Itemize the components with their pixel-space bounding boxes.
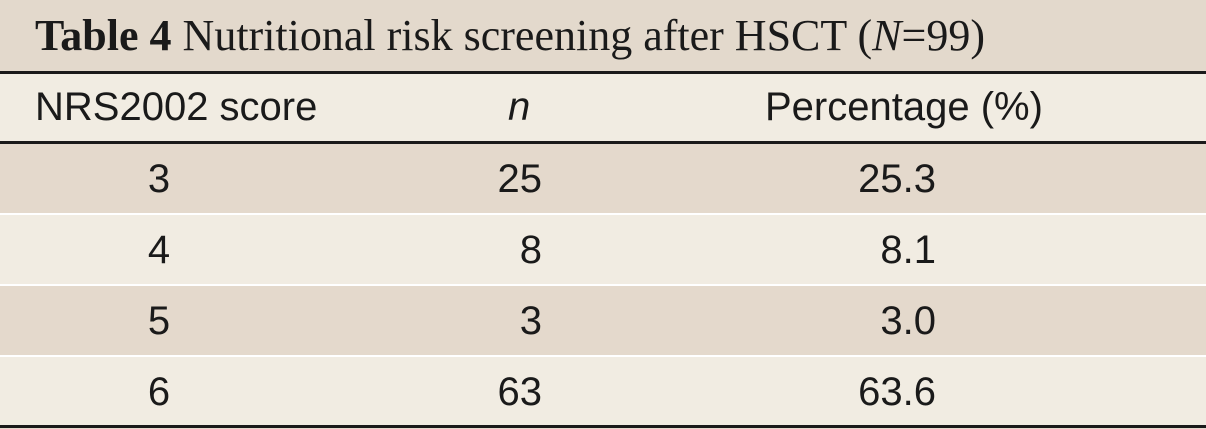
table-row: 5 3 3.0 xyxy=(0,286,1206,355)
table-row: 4 8 8.1 xyxy=(0,215,1206,284)
cell-n: 8 xyxy=(519,228,542,272)
cell-n: 25 xyxy=(497,157,543,201)
cell-n: 63 xyxy=(497,370,543,414)
header-n: n xyxy=(508,85,531,129)
cell-score: 4 xyxy=(147,228,171,272)
header-percentage: Percentage (%) xyxy=(765,85,1043,129)
cell-percentage: 8.1 xyxy=(880,228,936,272)
caption-end: =99) xyxy=(901,11,985,60)
caption-label: Table 4 xyxy=(35,11,172,60)
row-separator xyxy=(0,284,1206,286)
bottom-rule xyxy=(0,425,1206,428)
header-nrs2002-score: NRS2002 score xyxy=(35,85,318,129)
cell-n: 3 xyxy=(519,299,542,343)
table-row: 6 63 63.6 xyxy=(0,357,1206,425)
cell-percentage: 3.0 xyxy=(880,299,936,343)
cell-score: 5 xyxy=(147,299,171,343)
top-rule xyxy=(0,71,1206,74)
table-caption: Table 4 Nutritional risk screening after… xyxy=(0,0,1206,71)
row-separator xyxy=(0,213,1206,215)
cell-percentage: 63.6 xyxy=(858,370,936,414)
caption-italic-n: N xyxy=(872,11,902,60)
cell-percentage: 25.3 xyxy=(858,157,936,201)
cell-score: 3 xyxy=(147,157,171,201)
cell-score: 6 xyxy=(147,370,171,414)
caption-text: Nutritional risk screening after HSCT ( xyxy=(182,11,873,60)
row-separator xyxy=(0,355,1206,357)
table-row: 3 25 25.3 xyxy=(0,144,1206,213)
table-header-row: NRS2002 score n Percentage (%) xyxy=(0,74,1206,141)
header-rule xyxy=(0,141,1206,144)
